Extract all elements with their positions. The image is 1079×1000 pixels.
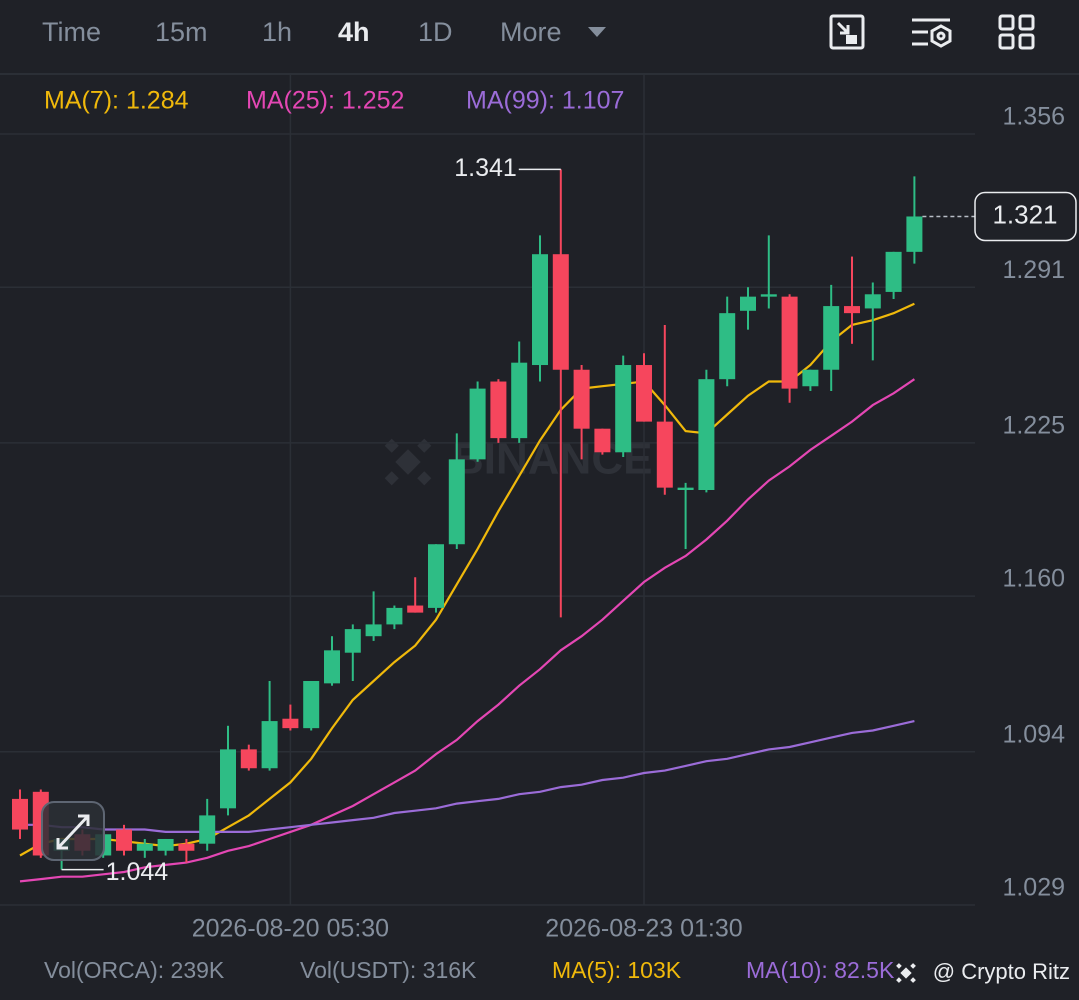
ma-line	[20, 720, 915, 833]
timeframe-tab[interactable]: 4h	[338, 17, 370, 47]
timeframe-tab[interactable]: 1D	[418, 17, 453, 47]
volume-legend-entry: MA(5): 103K	[552, 957, 682, 983]
volume-legend-entry: Vol(USDT): 316K	[300, 957, 477, 983]
candle-body	[303, 680, 320, 729]
candle-body	[116, 829, 132, 851]
candle-body	[594, 428, 611, 453]
candle-body	[698, 379, 715, 490]
candle-body	[324, 650, 340, 684]
candle-body	[490, 381, 507, 439]
candle-body	[365, 624, 382, 637]
candle-body	[448, 459, 465, 545]
last-price-label: 1.321	[992, 199, 1057, 229]
candle-body	[844, 306, 860, 314]
candle-body	[573, 369, 590, 429]
candle-body	[199, 815, 216, 844]
timeframe-tab[interactable]: Time	[42, 17, 101, 47]
candle-body	[511, 362, 528, 439]
volume-legend-entry: MA(10): 82.5K	[746, 957, 895, 983]
candle-body	[636, 365, 652, 422]
x-tick-label: 2026-08-23 01:30	[545, 915, 742, 943]
y-tick-label: 1.160	[1002, 565, 1065, 593]
candle-body	[282, 718, 299, 729]
y-tick-label: 1.029	[1002, 874, 1065, 902]
last-price-box	[974, 191, 1077, 242]
volume-legend-entry: Vol(ORCA): 239K	[44, 957, 225, 983]
candle-body	[906, 216, 923, 252]
timeframe-tab[interactable]: More	[500, 17, 562, 47]
candle-body	[760, 294, 777, 297]
candle-body	[12, 798, 28, 830]
toolbar-icon-settings[interactable]	[912, 18, 952, 48]
candle-body	[261, 721, 278, 769]
candle-body	[386, 607, 403, 625]
legend-entry: MA(99): 1.107	[466, 87, 624, 115]
timeframe-tab[interactable]: 1h	[262, 17, 292, 47]
y-tick-label: 1.356	[1002, 103, 1065, 131]
candle-body	[428, 544, 444, 608]
high-label: 1.341	[454, 154, 517, 182]
y-tick-label: 1.225	[1002, 411, 1065, 439]
candle-body	[407, 605, 424, 613]
candle-body	[344, 629, 361, 653]
toolbar-icon-fullscreen[interactable]	[829, 14, 865, 50]
candle-body	[615, 365, 632, 453]
candle-body	[532, 254, 548, 366]
candle-body	[885, 251, 902, 292]
candle-body	[157, 838, 174, 851]
plot-area: 1.356 1.291 1.225 1.160 1.094 1.029 2026-08-20…	[0, 75, 1077, 943]
candle-body	[677, 487, 694, 490]
candle-body	[802, 369, 819, 387]
y-tick-label: 1.094	[1002, 720, 1065, 748]
timeframe-tab[interactable]: 15m	[155, 17, 208, 47]
candle-body	[469, 388, 486, 460]
candle-body	[220, 749, 236, 809]
x-tick-label: 2026-08-20 05:30	[192, 915, 389, 943]
legend-entry: MA(7): 1.284	[44, 87, 189, 115]
ma-line	[19, 378, 916, 883]
credit: @ Crypto Ritz	[933, 959, 1070, 984]
candle-body	[781, 296, 798, 389]
y-tick-label: 1.291	[1002, 256, 1065, 284]
candle-body	[656, 421, 673, 488]
candle-body	[136, 843, 153, 851]
candle-body	[240, 749, 257, 769]
candle-body	[178, 843, 195, 851]
low-label: 1.044	[106, 858, 169, 886]
candle-body	[719, 313, 736, 380]
more-caret[interactable]	[588, 27, 606, 37]
candle-body	[740, 296, 756, 311]
legend-entry: MA(25): 1.252	[246, 87, 404, 115]
toolbar-icon-layout[interactable]	[998, 14, 1035, 50]
candle-body	[864, 294, 881, 309]
candle-body	[552, 254, 569, 370]
expand-button[interactable]	[41, 801, 105, 861]
candle-body	[823, 306, 840, 370]
